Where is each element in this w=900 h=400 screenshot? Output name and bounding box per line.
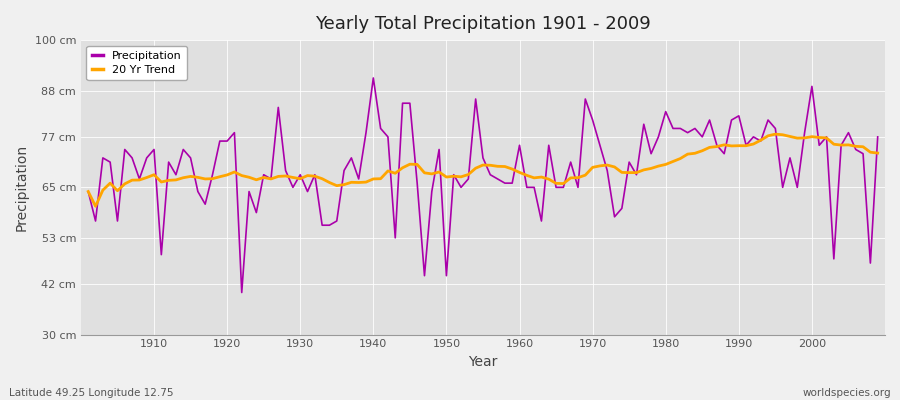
20 Yr Trend [83, 189, 94, 194]
Text: worldspecies.org: worldspecies.org [803, 388, 891, 398]
Precipitation [310, 172, 320, 177]
Text: Latitude 49.25 Longitude 12.75: Latitude 49.25 Longitude 12.75 [9, 388, 174, 398]
20 Yr Trend [310, 174, 320, 178]
20 Yr Trend [609, 164, 620, 169]
Line: 20 Yr Trend: 20 Yr Trend [88, 134, 878, 206]
20 Yr Trend [90, 204, 101, 209]
Precipitation [368, 76, 379, 80]
20 Yr Trend [770, 132, 781, 136]
20 Yr Trend [872, 151, 883, 156]
20 Yr Trend [148, 172, 159, 177]
Y-axis label: Precipitation: Precipitation [15, 144, 29, 231]
20 Yr Trend [354, 180, 364, 185]
Title: Yearly Total Precipitation 1901 - 2009: Yearly Total Precipitation 1901 - 2009 [315, 15, 651, 33]
Precipitation [872, 134, 883, 139]
Precipitation [521, 185, 532, 190]
X-axis label: Year: Year [468, 355, 498, 369]
20 Yr Trend [514, 170, 525, 175]
Precipitation [354, 176, 364, 181]
Precipitation [528, 185, 539, 190]
Line: Precipitation: Precipitation [88, 78, 878, 292]
Legend: Precipitation, 20 Yr Trend: Precipitation, 20 Yr Trend [86, 46, 187, 80]
Precipitation [83, 189, 94, 194]
Precipitation [237, 290, 248, 295]
20 Yr Trend [521, 173, 532, 178]
Precipitation [616, 206, 627, 211]
Precipitation [141, 156, 152, 160]
